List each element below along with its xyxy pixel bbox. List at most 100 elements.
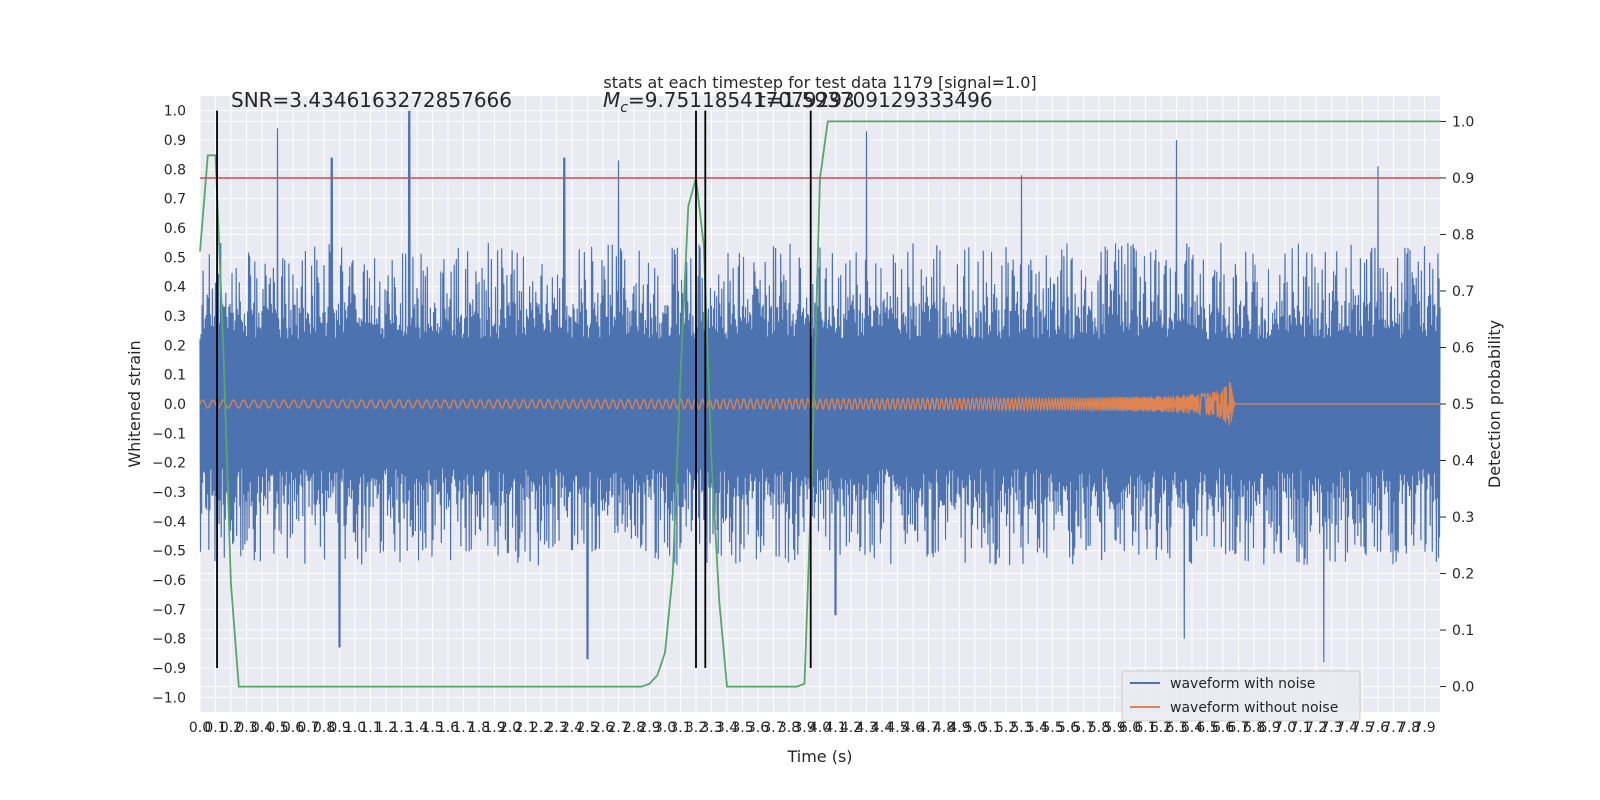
x-tick-label: 6.0: [1119, 720, 1141, 736]
x-tick-label: 1.9: [483, 720, 505, 736]
x-tick-label: 2.3: [545, 720, 567, 736]
x-tick-label: 1.7: [452, 720, 474, 736]
x-tick-label: 0.2: [220, 720, 242, 736]
y-tick-label: −0.4: [152, 514, 186, 530]
x-tick-label: 0.0: [189, 720, 211, 736]
series-detection-probability: [199, 120, 1440, 688]
noise-waveform-line: [199, 110, 1441, 663]
x-tick-label: 6.3: [1165, 720, 1187, 736]
x-tick-label: 7.8: [1398, 720, 1420, 736]
x-tick-label: 1.5: [421, 720, 443, 736]
x-tick-label: 4.1: [824, 720, 846, 736]
x-tick-label: 1.2: [375, 720, 397, 736]
y-tick-label: −0.5: [152, 544, 186, 560]
y-tick-label: −0.9: [152, 661, 186, 677]
x-tick-label: 4.8: [933, 720, 955, 736]
x-tick-label: 0.1: [204, 720, 226, 736]
y-tick-label: −0.8: [152, 632, 186, 648]
x-tick-label: 0.9: [328, 720, 350, 736]
x-tick-label: 5.0: [964, 720, 986, 736]
x-tick-label: 6.8: [1243, 720, 1265, 736]
x-tick-label: 2.8: [623, 720, 645, 736]
y2-tick-label: 0.2: [1452, 567, 1474, 583]
x-tick-label: 6.1: [1134, 720, 1156, 736]
x-tick-label: 4.2: [840, 720, 862, 736]
x-tick-label: 6.9: [1258, 720, 1280, 736]
x-tick-label: 7.1: [1289, 720, 1311, 736]
x-tick-label: 0.3: [235, 720, 257, 736]
y-tick-label: 0.5: [164, 250, 186, 266]
x-tick-label: 1.4: [406, 720, 428, 736]
y2-tick-label: 0.6: [1452, 340, 1474, 356]
y2-tick-label: 0.5: [1452, 397, 1474, 413]
x-tick-label: 5.7: [1072, 720, 1094, 736]
x-tick-label: 4.4: [871, 720, 893, 736]
x-axis-ticks: 0.00.10.20.30.40.50.60.70.80.91.01.11.21…: [189, 720, 1436, 736]
x-tick-label: 5.2: [995, 720, 1017, 736]
y-tick-label: 0.6: [164, 221, 186, 237]
x-axis-label: Time (s): [786, 747, 852, 766]
y2-tick-label: 0.7: [1452, 284, 1474, 300]
x-tick-label: 7.2: [1305, 720, 1327, 736]
x-tick-label: 0.7: [297, 720, 319, 736]
x-tick-label: 4.0: [809, 720, 831, 736]
x-tick-label: 2.2: [530, 720, 552, 736]
x-tick-label: 4.6: [902, 720, 924, 736]
x-tick-label: 2.1: [514, 720, 536, 736]
x-tick-label: 1.6: [437, 720, 459, 736]
annotation-1: Mc=9.751185417079293: [603, 88, 855, 116]
y-tick-label: 0.9: [164, 133, 186, 149]
x-tick-label: 3.4: [716, 720, 738, 736]
y2-tick-label: 1.0: [1452, 114, 1474, 130]
event-lines: [216, 110, 812, 668]
y2-tick-label: 0.9: [1452, 171, 1474, 187]
y-tick-label: −0.7: [152, 602, 186, 618]
x-tick-label: 0.4: [251, 720, 273, 736]
x-tick-label: 6.6: [1212, 720, 1234, 736]
x-tick-label: 2.6: [592, 720, 614, 736]
x-tick-label: 5.5: [1041, 720, 1063, 736]
y2-tick-label: 0.3: [1452, 510, 1474, 526]
y-tick-label: 0.3: [164, 309, 186, 325]
y-tick-label: 0.1: [164, 368, 186, 384]
y-tick-label: 0.2: [164, 338, 186, 354]
x-tick-label: 4.9: [948, 720, 970, 736]
legend-label-clean: waveform without noise: [1170, 700, 1338, 716]
clean-waveform-line: [199, 381, 1440, 426]
y2-axis-ticks: 0.0 0.1 0.2 0.3 0.4 0.5 0.6 0.7 0.8 0.9 1.0: [1440, 114, 1474, 696]
x-tick-label: 4.7: [917, 720, 939, 736]
x-tick-label: 6.5: [1196, 720, 1218, 736]
x-tick-label: 2.7: [607, 720, 629, 736]
x-tick-label: 5.6: [1057, 720, 1079, 736]
x-tick-label: 3.6: [747, 720, 769, 736]
x-tick-label: 3.3: [700, 720, 722, 736]
x-tick-label: 5.9: [1103, 720, 1125, 736]
x-tick-label: 7.5: [1351, 720, 1373, 736]
y2-axis-label: Detection probability: [1485, 320, 1504, 488]
x-tick-label: 5.3: [1010, 720, 1032, 736]
x-tick-label: 1.1: [359, 720, 381, 736]
series-waveform-with-noise: [199, 110, 1441, 663]
y-tick-label: −0.3: [152, 485, 186, 501]
y-tick-label: −0.2: [152, 456, 186, 472]
chart-title: stats at each timestep for test data 117…: [603, 73, 1036, 92]
x-tick-label: 7.3: [1320, 720, 1342, 736]
x-tick-label: 7.6: [1367, 720, 1389, 736]
x-tick-label: 7.9: [1413, 720, 1435, 736]
x-tick-label: 7.0: [1274, 720, 1296, 736]
x-tick-label: 0.6: [282, 720, 304, 736]
x-tick-label: 5.4: [1026, 720, 1048, 736]
x-tick-label: 2.9: [638, 720, 660, 736]
x-tick-label: 6.7: [1227, 720, 1249, 736]
x-tick-label: 3.9: [793, 720, 815, 736]
y2-tick-label: 0.8: [1452, 227, 1474, 243]
y-axis-label: Whitened strain: [125, 340, 144, 467]
legend: waveform with noise waveform without noi…: [1121, 670, 1361, 722]
y-tick-label: 1.0: [164, 104, 186, 120]
y2-tick-label: 0.0: [1452, 680, 1474, 696]
legend-label-noise: waveform with noise: [1170, 676, 1315, 692]
annotations: SNR=3.4346163272857666 Mc=9.7511854170792…: [231, 88, 993, 116]
x-tick-label: 1.3: [390, 720, 412, 736]
probability-line: [199, 120, 1440, 688]
